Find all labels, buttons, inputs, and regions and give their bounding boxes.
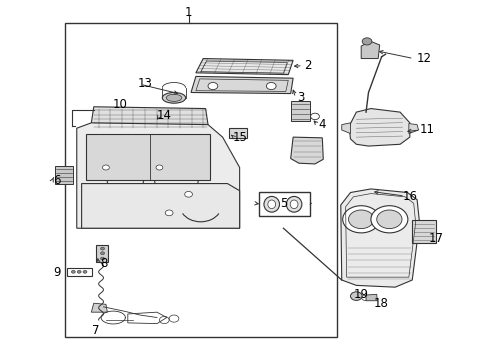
Circle shape — [77, 270, 81, 273]
Bar — [290, 102, 309, 121]
Bar — [259, 192, 309, 216]
Bar — [64, 23, 336, 337]
Text: 12: 12 — [416, 52, 431, 65]
Polygon shape — [361, 41, 379, 59]
Text: 4: 4 — [318, 118, 325, 131]
Text: 3: 3 — [296, 91, 304, 104]
Polygon shape — [348, 109, 409, 146]
Bar — [96, 245, 108, 262]
Text: 7: 7 — [92, 324, 100, 337]
Text: 6: 6 — [54, 174, 61, 186]
Polygon shape — [91, 303, 107, 312]
Circle shape — [101, 247, 104, 250]
Text: 13: 13 — [137, 77, 152, 90]
Circle shape — [362, 38, 371, 45]
Bar — [228, 128, 247, 138]
Ellipse shape — [264, 197, 279, 212]
Bar — [86, 134, 210, 180]
Circle shape — [342, 206, 379, 233]
Text: 8: 8 — [100, 257, 107, 270]
Text: 15: 15 — [232, 131, 246, 144]
Circle shape — [370, 206, 407, 233]
Bar — [67, 268, 92, 276]
Circle shape — [184, 192, 192, 197]
Circle shape — [266, 82, 276, 90]
Polygon shape — [81, 184, 239, 228]
Polygon shape — [91, 107, 207, 130]
Text: 19: 19 — [353, 288, 368, 301]
Text: 11: 11 — [419, 123, 433, 136]
Circle shape — [165, 210, 173, 216]
Circle shape — [350, 292, 362, 300]
Text: 5: 5 — [279, 197, 286, 210]
Circle shape — [83, 270, 87, 273]
Text: 2: 2 — [304, 59, 311, 72]
Polygon shape — [340, 189, 419, 287]
Text: 10: 10 — [113, 99, 128, 112]
Ellipse shape — [267, 200, 275, 208]
Circle shape — [101, 252, 104, 255]
Circle shape — [71, 270, 75, 273]
Ellipse shape — [166, 94, 182, 102]
Polygon shape — [191, 76, 292, 94]
Bar — [55, 166, 73, 184]
Polygon shape — [408, 123, 418, 134]
Circle shape — [207, 82, 217, 90]
Polygon shape — [290, 137, 323, 164]
Text: 14: 14 — [157, 109, 171, 122]
Circle shape — [101, 257, 104, 260]
Text: 17: 17 — [428, 233, 443, 246]
Ellipse shape — [162, 93, 185, 103]
Text: 9: 9 — [54, 266, 61, 279]
Text: 1: 1 — [184, 6, 192, 19]
Circle shape — [348, 210, 373, 229]
Circle shape — [376, 210, 401, 229]
Ellipse shape — [289, 200, 297, 208]
Polygon shape — [77, 123, 239, 228]
Circle shape — [102, 165, 109, 170]
Circle shape — [310, 113, 319, 120]
Polygon shape — [341, 123, 350, 134]
Ellipse shape — [286, 197, 301, 212]
Text: 18: 18 — [372, 297, 387, 310]
Circle shape — [156, 165, 163, 170]
Circle shape — [361, 296, 368, 300]
Polygon shape — [366, 294, 376, 301]
Polygon shape — [196, 59, 292, 75]
Bar — [411, 220, 435, 243]
Text: 16: 16 — [402, 190, 416, 203]
